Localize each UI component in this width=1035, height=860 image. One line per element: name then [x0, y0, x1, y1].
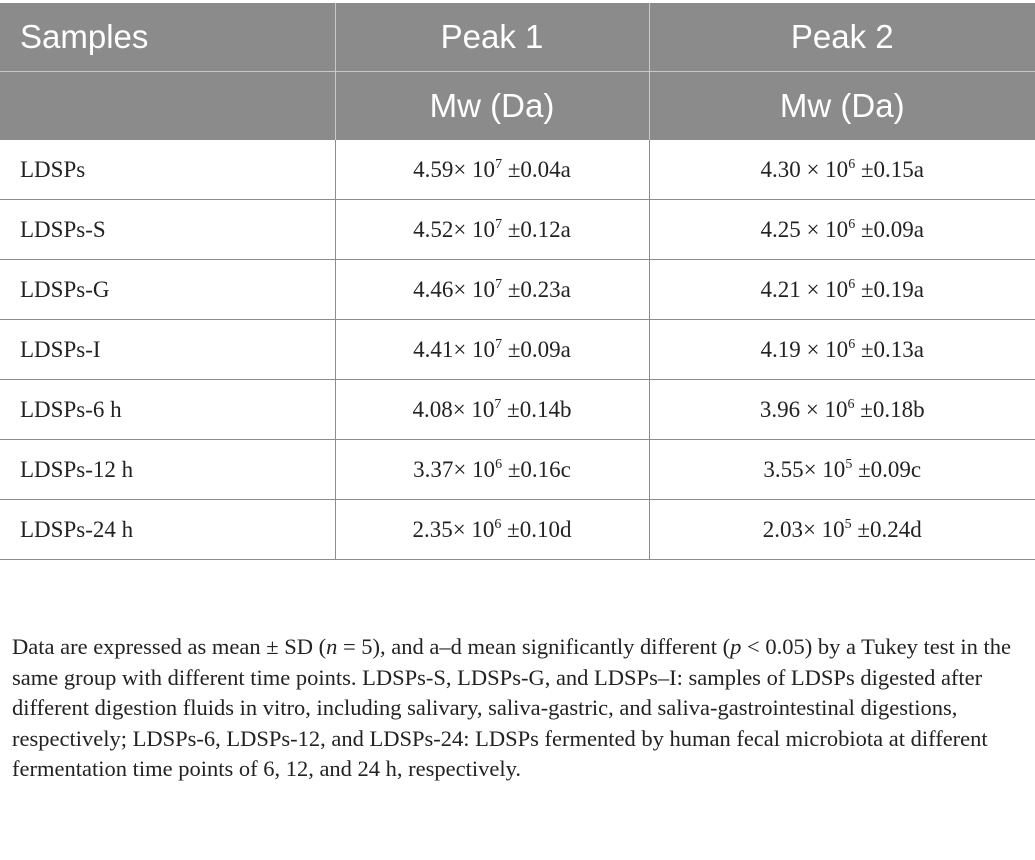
- value-sd-and-letter: ±0.09c: [852, 456, 922, 482]
- peak-2-value-cell: 4.19 × 106 ±0.13a: [648, 319, 1035, 380]
- value-mantissa: 4.59× 10: [413, 156, 496, 182]
- header-peak-1: Peak 1: [334, 3, 649, 72]
- value-sd-and-letter: ±0.09a: [502, 336, 571, 362]
- peak-1-value-cell: 4.59× 107 ±0.04a: [334, 139, 649, 200]
- table-row: LDSPs-12 h 3.37× 106 ±0.16c 3.55× 105 ±0.0…: [0, 439, 1035, 500]
- value-sd-and-letter: ±0.24d: [851, 516, 922, 542]
- footnote-text-1: Data are expressed as mean ± SD (: [12, 634, 327, 659]
- subheader-empty: [0, 71, 335, 140]
- value-exponent: 6: [848, 216, 856, 232]
- value-sd-and-letter: ±0.12a: [502, 216, 571, 242]
- value-sd-and-letter: ±0.04a: [502, 156, 571, 182]
- sample-name-cell: LDSPs-G: [0, 259, 335, 320]
- peak-1-value-cell: 2.35× 106 ±0.10d: [334, 499, 649, 560]
- table-row: LDSPs-S 4.52× 107 ±0.12a 4.25 × 106 ±0.09a: [0, 199, 1035, 260]
- value-exponent: 7: [494, 396, 502, 412]
- value-exponent: 6: [848, 156, 856, 172]
- value-sd-and-letter: ±0.16c: [502, 456, 571, 482]
- footnote-text-3: < 0.05) by a Tukey test in the same grou…: [12, 634, 1011, 781]
- table-row: LDSPs 4.59× 107 ±0.04a 4.30 × 106 ±0.15a: [0, 139, 1035, 200]
- table-row: LDSPs-24 h 2.35× 106 ±0.10d 2.03× 105 ±0.2…: [0, 499, 1035, 560]
- peak-2-value-cell: 4.21 × 106 ±0.19a: [648, 259, 1035, 320]
- value-sd-and-letter: ±0.10d: [501, 516, 572, 542]
- value-mantissa: 2.35× 10: [412, 516, 495, 542]
- peak-2-value-cell: 4.25 × 106 ±0.09a: [648, 199, 1035, 260]
- sample-name-cell: LDSPs-12 h: [0, 439, 335, 500]
- sample-name-cell: LDSPs-6 h: [0, 379, 335, 440]
- value-mantissa: 4.25 × 10: [760, 216, 849, 242]
- value-sd-and-letter: ±0.19a: [855, 276, 925, 302]
- subheader-peak-1-unit: Mw (Da): [334, 71, 649, 140]
- peak-2-value-cell: 4.30 × 106 ±0.15a: [648, 139, 1035, 200]
- value-mantissa: 3.55× 10: [763, 456, 846, 482]
- sample-name-cell: LDSPs-S: [0, 199, 335, 260]
- sample-name-cell: LDSPs-I: [0, 319, 335, 380]
- value-exponent: 7: [495, 216, 503, 232]
- value-mantissa: 4.46× 10: [413, 276, 496, 302]
- value-mantissa: 3.96 × 10: [759, 396, 848, 422]
- peak-1-value-cell: 3.37× 106 ±0.16c: [334, 439, 649, 500]
- molecular-weight-table: Samples Peak 1 Peak 2 Mw (Da) Mw (Da) LD…: [0, 3, 1035, 560]
- value-mantissa: 2.03× 10: [762, 516, 845, 542]
- table-footnote: Data are expressed as mean ± SD (n = 5),…: [12, 632, 1012, 785]
- table-header-row: Samples Peak 1 Peak 2: [0, 3, 1035, 72]
- footnote-n-variable: n: [326, 634, 338, 659]
- header-samples: Samples: [0, 3, 335, 72]
- peak-2-value-cell: 2.03× 105 ±0.24d: [648, 499, 1035, 560]
- value-sd-and-letter: ±0.14b: [501, 396, 572, 422]
- value-mantissa: 4.21 × 10: [760, 276, 849, 302]
- peak-1-value-cell: 4.08× 107 ±0.14b: [334, 379, 649, 440]
- value-sd-and-letter: ±0.09a: [855, 216, 925, 242]
- table-row: LDSPs-I 4.41× 107 ±0.09a 4.19 × 106 ±0.13a: [0, 319, 1035, 380]
- value-exponent: 7: [495, 336, 503, 352]
- value-exponent: 6: [848, 336, 856, 352]
- value-exponent: 6: [848, 276, 856, 292]
- value-exponent: 6: [495, 456, 503, 472]
- value-mantissa: 3.37× 10: [413, 456, 496, 482]
- value-exponent: 7: [495, 156, 503, 172]
- footnote-text-2: = 5), and a–d mean significantly differe…: [337, 634, 731, 659]
- value-mantissa: 4.41× 10: [413, 336, 496, 362]
- peak-2-value-cell: 3.55× 105 ±0.09c: [648, 439, 1035, 500]
- peak-1-value-cell: 4.46× 107 ±0.23a: [334, 259, 649, 320]
- peak-1-value-cell: 4.41× 107 ±0.09a: [334, 319, 649, 380]
- value-exponent: 5: [845, 456, 853, 472]
- value-exponent: 6: [847, 396, 855, 412]
- value-mantissa: 4.30 × 10: [760, 156, 849, 182]
- value-mantissa: 4.19 × 10: [760, 336, 849, 362]
- footnote-p-variable: p: [730, 634, 742, 659]
- value-exponent: 5: [844, 516, 852, 532]
- table-row: LDSPs-G 4.46× 107 ±0.23a 4.21 × 106 ±0.19a: [0, 259, 1035, 320]
- value-sd-and-letter: ±0.13a: [855, 336, 925, 362]
- sample-name-cell: LDSPs: [0, 139, 335, 200]
- value-mantissa: 4.08× 10: [412, 396, 495, 422]
- header-peak-2: Peak 2: [648, 3, 1035, 72]
- value-exponent: 7: [495, 276, 503, 292]
- peak-2-value-cell: 3.96 × 106 ±0.18b: [648, 379, 1035, 440]
- value-sd-and-letter: ±0.23a: [502, 276, 571, 302]
- subheader-peak-2-unit: Mw (Da): [648, 71, 1035, 140]
- value-sd-and-letter: ±0.18b: [854, 396, 925, 422]
- peak-1-value-cell: 4.52× 107 ±0.12a: [334, 199, 649, 260]
- table-row: LDSPs-6 h 4.08× 107 ±0.14b 3.96 × 106 ±0.1…: [0, 379, 1035, 440]
- value-mantissa: 4.52× 10: [413, 216, 496, 242]
- table-subheader-row: Mw (Da) Mw (Da): [0, 71, 1035, 140]
- sample-name-cell: LDSPs-24 h: [0, 499, 335, 560]
- value-sd-and-letter: ±0.15a: [855, 156, 925, 182]
- value-exponent: 6: [494, 516, 502, 532]
